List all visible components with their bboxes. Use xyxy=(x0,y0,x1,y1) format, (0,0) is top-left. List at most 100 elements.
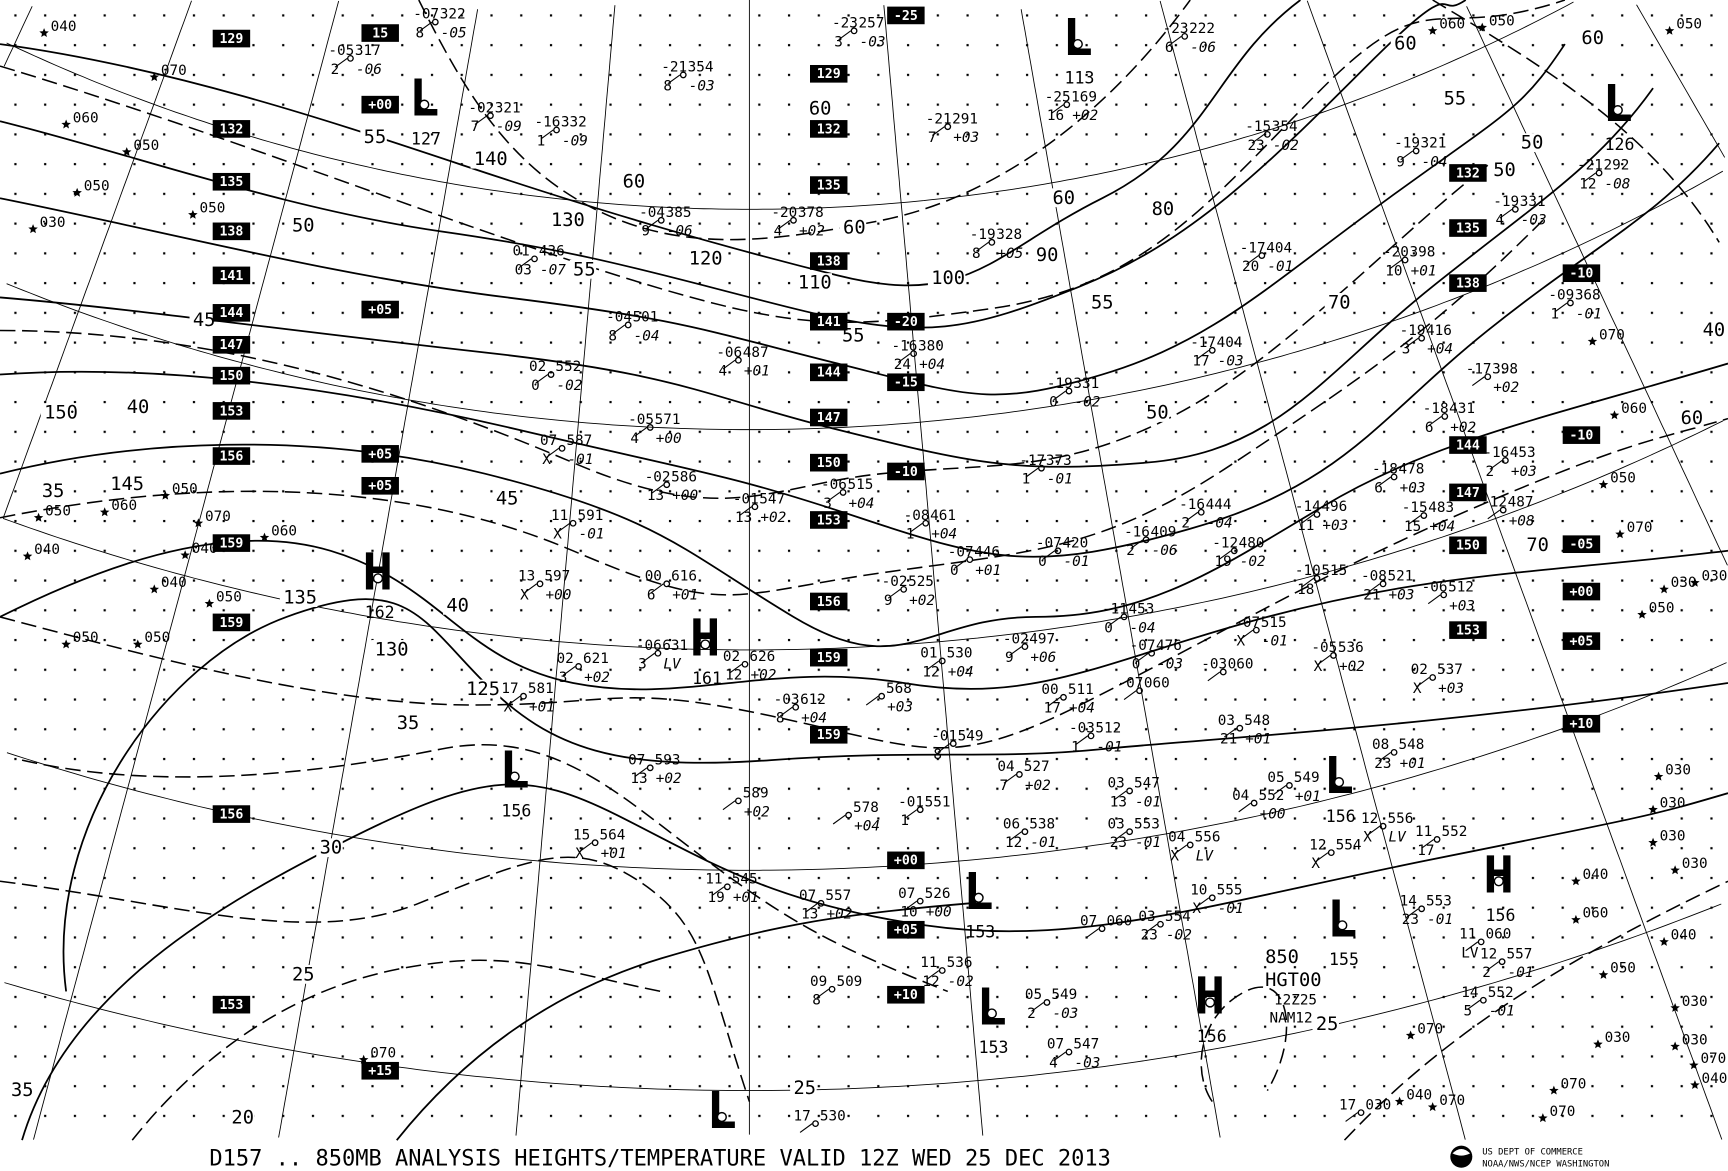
station-height: 060 xyxy=(1486,927,1512,943)
station-height: 478 xyxy=(1398,462,1424,478)
wind-barb-icon xyxy=(1075,735,1089,746)
low-pressure-center: L 113 xyxy=(1062,8,1094,88)
wind-barb-icon xyxy=(667,74,681,85)
boxed-value-label: 159 xyxy=(212,613,251,632)
station-temperature: 07 xyxy=(1080,913,1097,929)
contour-label: 45 xyxy=(193,310,216,331)
station-plot: 070 xyxy=(1538,1104,1575,1123)
station-height-change: -01 xyxy=(1047,472,1073,488)
station-height: 040 xyxy=(1671,928,1697,944)
star-icon xyxy=(1653,771,1664,781)
station-height-change: -02 xyxy=(1273,138,1299,154)
boxed-value: -10 xyxy=(894,465,918,480)
station-temperature: 17 xyxy=(501,681,518,697)
station-temperature: 05 xyxy=(1267,770,1284,786)
center-marker-icon xyxy=(986,1008,997,1019)
station-dewpoint-depression: 16 xyxy=(1047,108,1064,124)
station-height: 612 xyxy=(800,692,826,708)
station-height-change: +01 xyxy=(601,846,627,862)
station-temperature: -16 xyxy=(1483,445,1509,461)
boxed-value: 144 xyxy=(1456,438,1480,453)
station-circle-icon xyxy=(1043,999,1051,1006)
star-icon xyxy=(188,209,198,219)
station-dewpoint-depression: 1 xyxy=(537,133,546,149)
center-marker-icon xyxy=(1612,105,1623,116)
station-plot: 12 557 2 -01 xyxy=(1480,946,1533,981)
station-height-change: -03 xyxy=(860,34,886,50)
station-circle-icon xyxy=(845,811,852,819)
station-height-change: -02 xyxy=(1240,554,1266,570)
station-height-change: +06 xyxy=(1030,650,1056,666)
station-height-change: -03 xyxy=(1157,657,1183,673)
station-dewpoint-depression: X xyxy=(1363,830,1372,846)
contour-label-group: 50 xyxy=(1142,403,1170,424)
station-temperature: -25 xyxy=(1045,89,1071,105)
contour-label: 35 xyxy=(397,713,420,734)
boxed-value: +15 xyxy=(368,1064,392,1079)
station-height: 322 xyxy=(440,7,466,23)
station-height: 030 xyxy=(1671,575,1697,591)
station-dewpoint-depression: 0 xyxy=(531,378,540,394)
station-circle-icon xyxy=(922,519,930,527)
station-plot: -06 487 4 +01 xyxy=(716,345,769,380)
station-circle-icon xyxy=(1379,580,1387,588)
station-dewpoint-depression: 19 xyxy=(1214,554,1231,570)
contour-label-group: 55 xyxy=(1440,89,1467,110)
station-height: 525 xyxy=(908,574,934,590)
wind-barb-icon xyxy=(1427,594,1441,605)
star-icon xyxy=(1477,22,1487,32)
boxed-value-label: 132 xyxy=(810,120,848,138)
station-height: 616 xyxy=(671,569,697,585)
station-circle-icon xyxy=(828,985,836,993)
station-dewpoint-depression: 23 xyxy=(1374,756,1391,772)
station-height-change: -06 xyxy=(356,62,382,78)
station-plot: -23 222 6 -06 xyxy=(1163,21,1216,56)
station-dewpoint-depression: 23 xyxy=(1110,835,1127,851)
temperature-contour xyxy=(21,744,949,993)
temperature-contour xyxy=(1200,986,1288,1103)
contour-label-group: 25 xyxy=(288,964,316,985)
station-dewpoint-depression: 2 xyxy=(1027,1006,1036,1022)
contour-label-group: 140 xyxy=(470,149,509,170)
station-height: 621 xyxy=(583,651,609,667)
center-value: 153 xyxy=(979,1038,1009,1057)
wind-barb-icon xyxy=(1240,629,1254,640)
boxed-value: +00 xyxy=(368,98,392,113)
station-height: 060 xyxy=(1583,906,1609,922)
boxed-value-label: 15 xyxy=(361,24,399,42)
station-height-change: -04 xyxy=(634,328,660,344)
station-circle-icon xyxy=(1148,649,1156,657)
star-icon xyxy=(1637,609,1647,619)
wind-barb-icon xyxy=(1405,908,1419,919)
station-plot: 17 581 X +01 xyxy=(501,681,554,716)
station-height: 547 xyxy=(759,491,785,507)
station-circle-icon xyxy=(1186,841,1194,849)
center-marker-icon xyxy=(716,1111,727,1123)
center-marker-icon xyxy=(1493,876,1504,887)
station-height: 553 xyxy=(1426,894,1452,910)
low-letter-icon: L xyxy=(963,862,994,921)
station-plot: 06 538 12 -01 xyxy=(1003,816,1056,851)
contour-label-group: 30 xyxy=(316,838,343,859)
station-temperature: 08 xyxy=(1372,737,1389,753)
station-temperature: -16 xyxy=(1124,524,1150,540)
station-circle-icon xyxy=(900,585,908,593)
station-temperature: 11 xyxy=(1415,824,1432,840)
boxed-value-label: -15 xyxy=(887,373,925,392)
star-icon xyxy=(1549,1085,1559,1095)
wind-barb-icon xyxy=(1207,671,1221,682)
station-plot: -05 571 4 +00 xyxy=(628,412,681,447)
station-height: 070 xyxy=(205,509,231,525)
boxed-value: 132 xyxy=(817,122,841,137)
station-height: 548 xyxy=(1398,737,1424,753)
wind-barb-icon xyxy=(904,900,918,911)
star-icon xyxy=(1648,804,1658,814)
station-dewpoint-depression: 1 xyxy=(1071,739,1080,755)
station-height-change: -01 xyxy=(1097,739,1123,755)
station-height-change: +02 xyxy=(827,907,853,923)
station-height-change: +04 xyxy=(1427,342,1453,358)
station-temperature: -20 xyxy=(771,205,797,221)
station-temperature: -03 xyxy=(1069,721,1095,737)
station-plot: 050 xyxy=(33,504,71,522)
